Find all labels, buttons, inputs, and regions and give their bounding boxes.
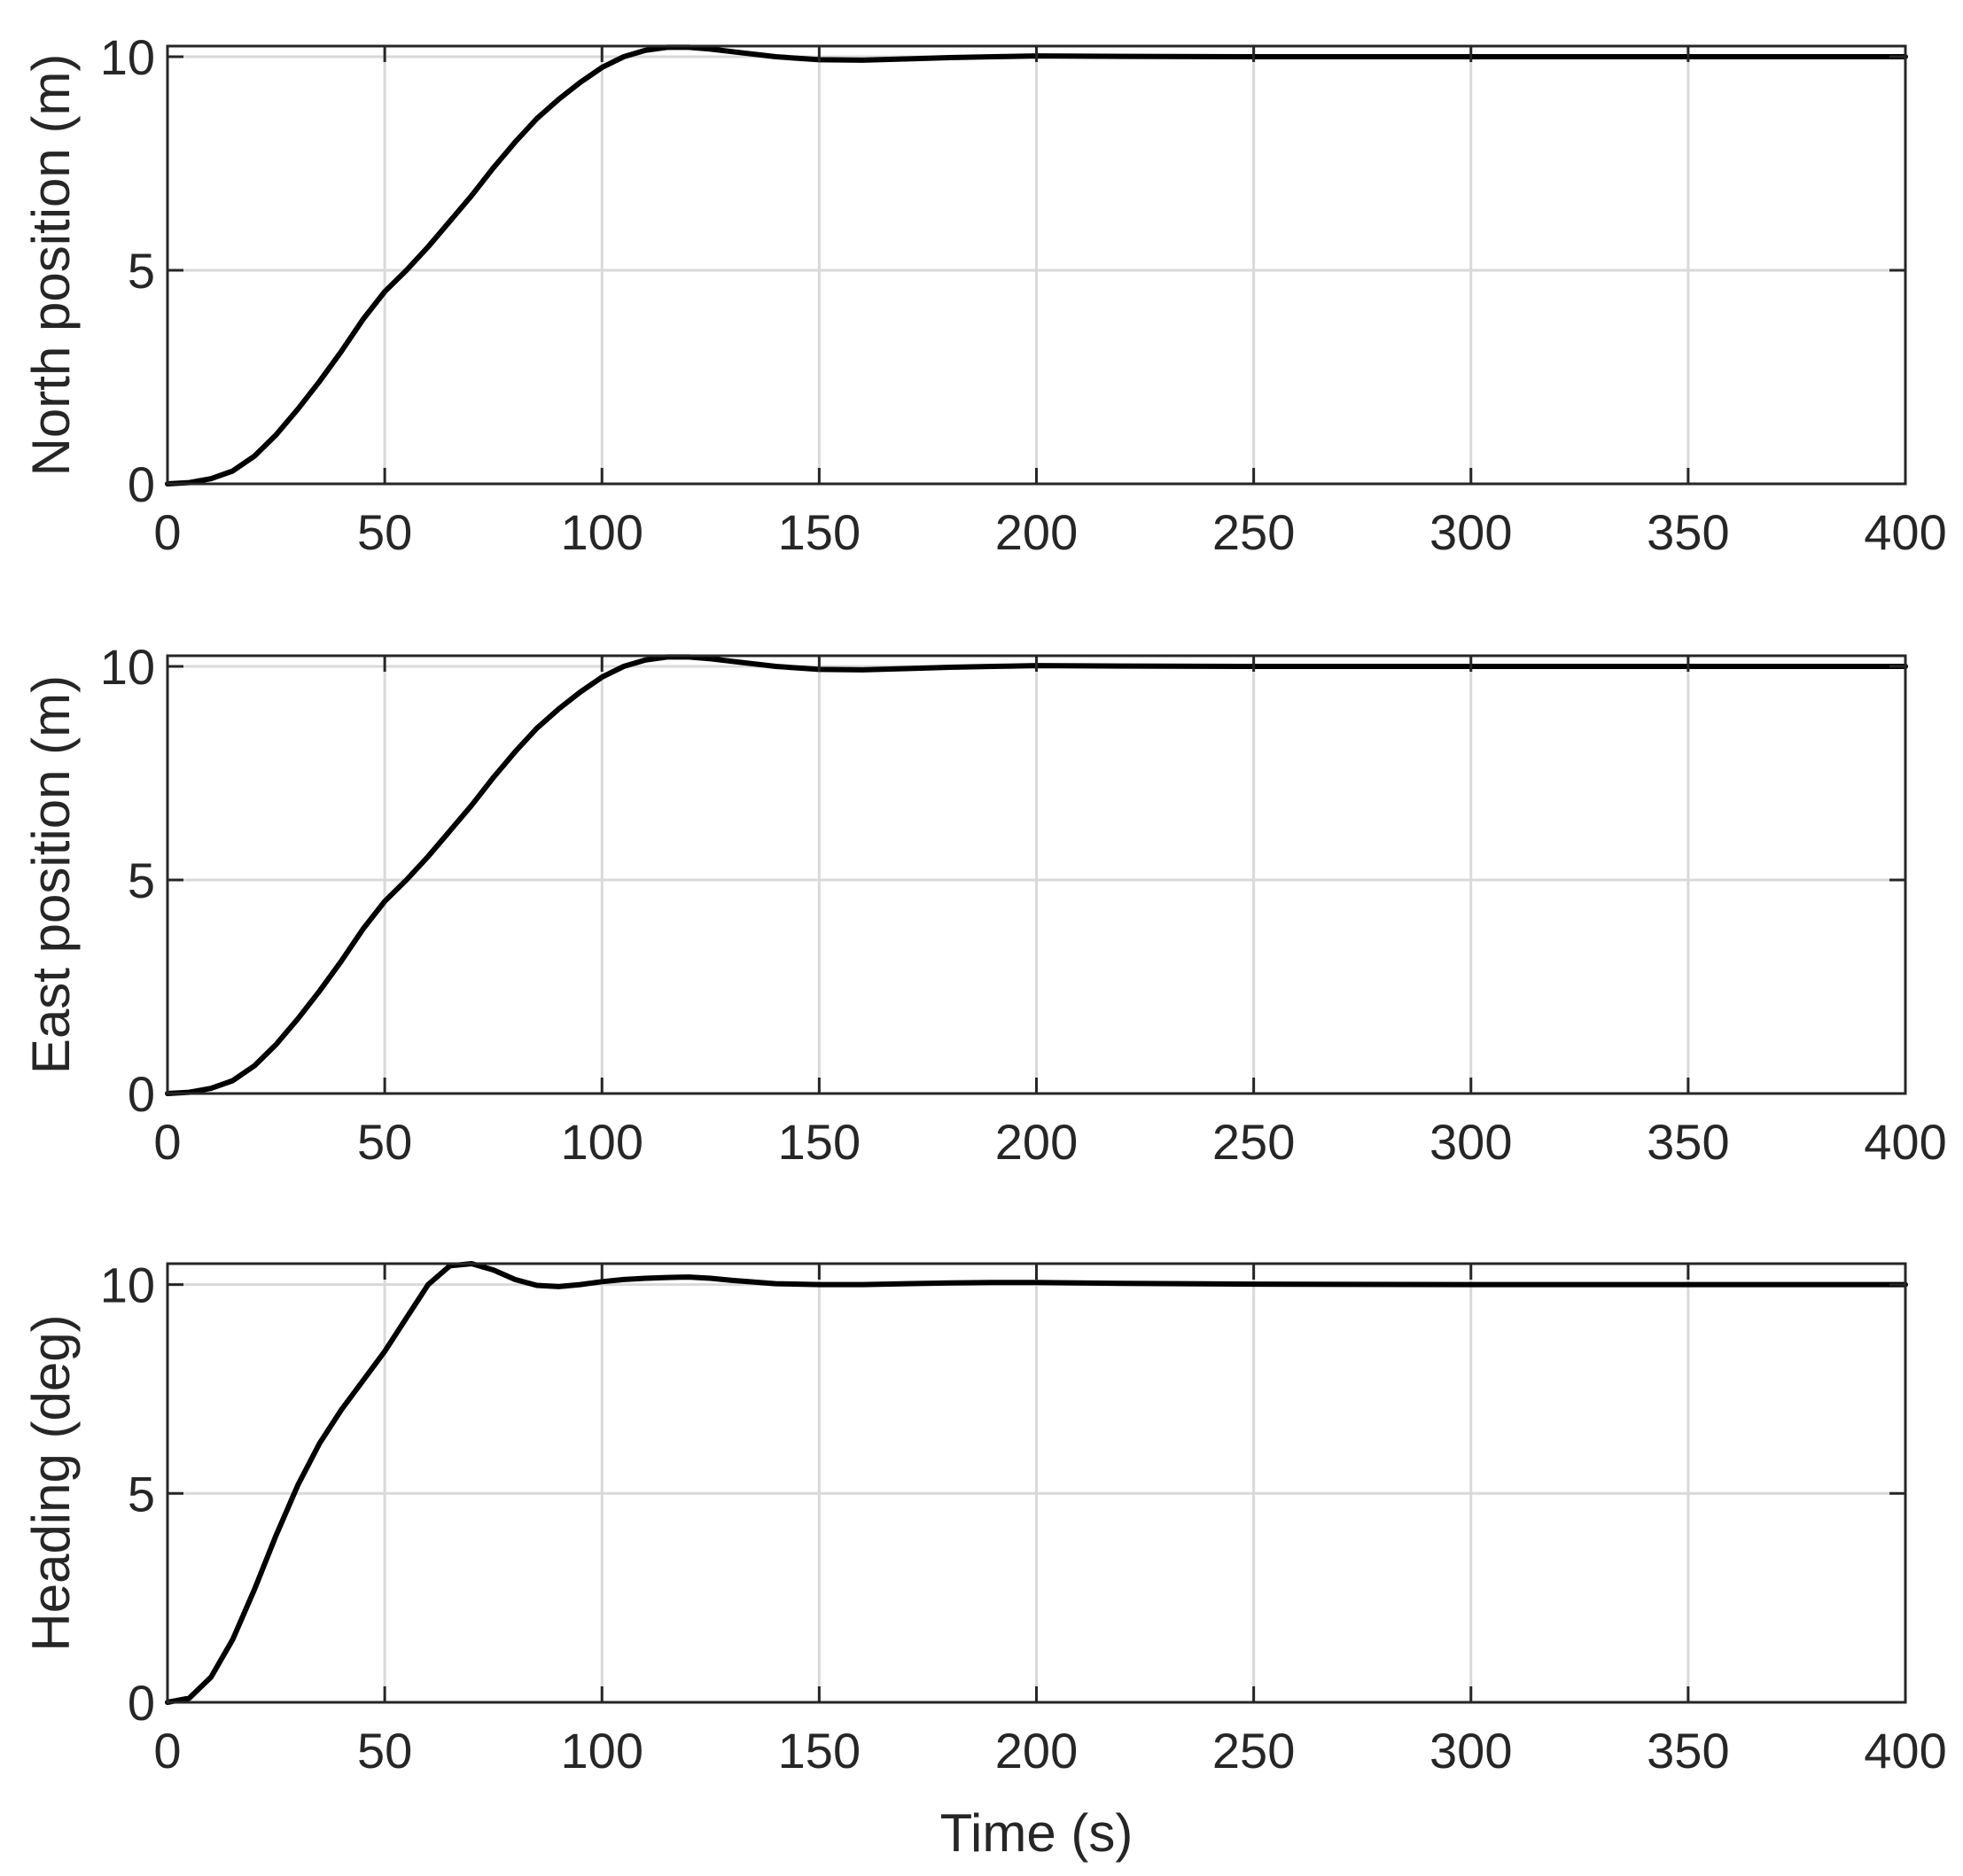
heading-x-tick-label: 50 xyxy=(357,1723,412,1779)
heading-y-tick-label: 0 xyxy=(128,1675,155,1731)
east-x-tick-label: 350 xyxy=(1647,1114,1729,1170)
east-y-tick-label: 0 xyxy=(128,1066,155,1122)
north-y-tick-label: 10 xyxy=(100,29,155,85)
heading-x-axis-label: Time (s) xyxy=(940,1803,1133,1863)
heading-y-axis-label: Heading (deg) xyxy=(21,1314,81,1651)
east-y-tick-label: 5 xyxy=(128,852,155,908)
north-x-tick-label: 100 xyxy=(561,504,643,560)
heading-x-tick-label: 0 xyxy=(153,1723,181,1779)
north-x-tick-label: 150 xyxy=(778,504,861,560)
heading-x-tick-label: 350 xyxy=(1647,1723,1729,1779)
north-x-tick-label: 250 xyxy=(1212,504,1295,560)
subplot-north-position: 0 50 100 150 200 250 300 350 400 0 5 10 North positi… xyxy=(21,29,1947,560)
heading-x-tick-label: 300 xyxy=(1429,1723,1512,1779)
heading-y-tick-label: 10 xyxy=(100,1257,155,1313)
east-series-line xyxy=(165,654,1908,1096)
east-x-tick-label: 200 xyxy=(995,1114,1078,1170)
east-x-tick-label: 150 xyxy=(778,1114,861,1170)
heading-x-tick-label: 400 xyxy=(1864,1723,1946,1779)
east-y-axis-label: East position (m) xyxy=(21,675,81,1074)
heading-y-tick-label: 5 xyxy=(128,1466,155,1522)
north-x-tick-label: 350 xyxy=(1647,504,1729,560)
east-x-tick-label: 0 xyxy=(153,1114,181,1170)
north-x-tick-label: 400 xyxy=(1864,504,1946,560)
east-x-tick-label: 400 xyxy=(1864,1114,1946,1170)
subplot-east-position: 0 50 100 150 200 250 300 350 400 0 5 10 East positio… xyxy=(21,639,1947,1170)
north-x-tick-label: 0 xyxy=(153,504,181,560)
heading-x-tick-label: 150 xyxy=(778,1723,861,1779)
heading-x-tick-label: 100 xyxy=(561,1723,643,1779)
heading-series-line xyxy=(165,1261,1908,1705)
east-y-tick-label: 10 xyxy=(100,639,155,695)
north-y-tick-label: 5 xyxy=(128,243,155,299)
north-x-tick-label: 300 xyxy=(1429,504,1512,560)
north-series-line xyxy=(165,44,1908,487)
north-y-tick-label: 0 xyxy=(128,456,155,512)
heading-x-tick-label: 250 xyxy=(1212,1723,1295,1779)
east-x-tick-label: 300 xyxy=(1429,1114,1512,1170)
east-x-tick-label: 250 xyxy=(1212,1114,1295,1170)
north-y-axis-label: North position (m) xyxy=(21,54,81,477)
heading-x-tick-label: 200 xyxy=(995,1723,1078,1779)
subplot-heading: 0 50 100 150 200 250 300 350 400 0 5 10 Heading (deg… xyxy=(21,1257,1947,1863)
north-x-tick-label: 50 xyxy=(357,504,412,560)
east-x-tick-label: 100 xyxy=(561,1114,643,1170)
north-x-tick-label: 200 xyxy=(995,504,1078,560)
east-x-tick-label: 50 xyxy=(357,1114,412,1170)
